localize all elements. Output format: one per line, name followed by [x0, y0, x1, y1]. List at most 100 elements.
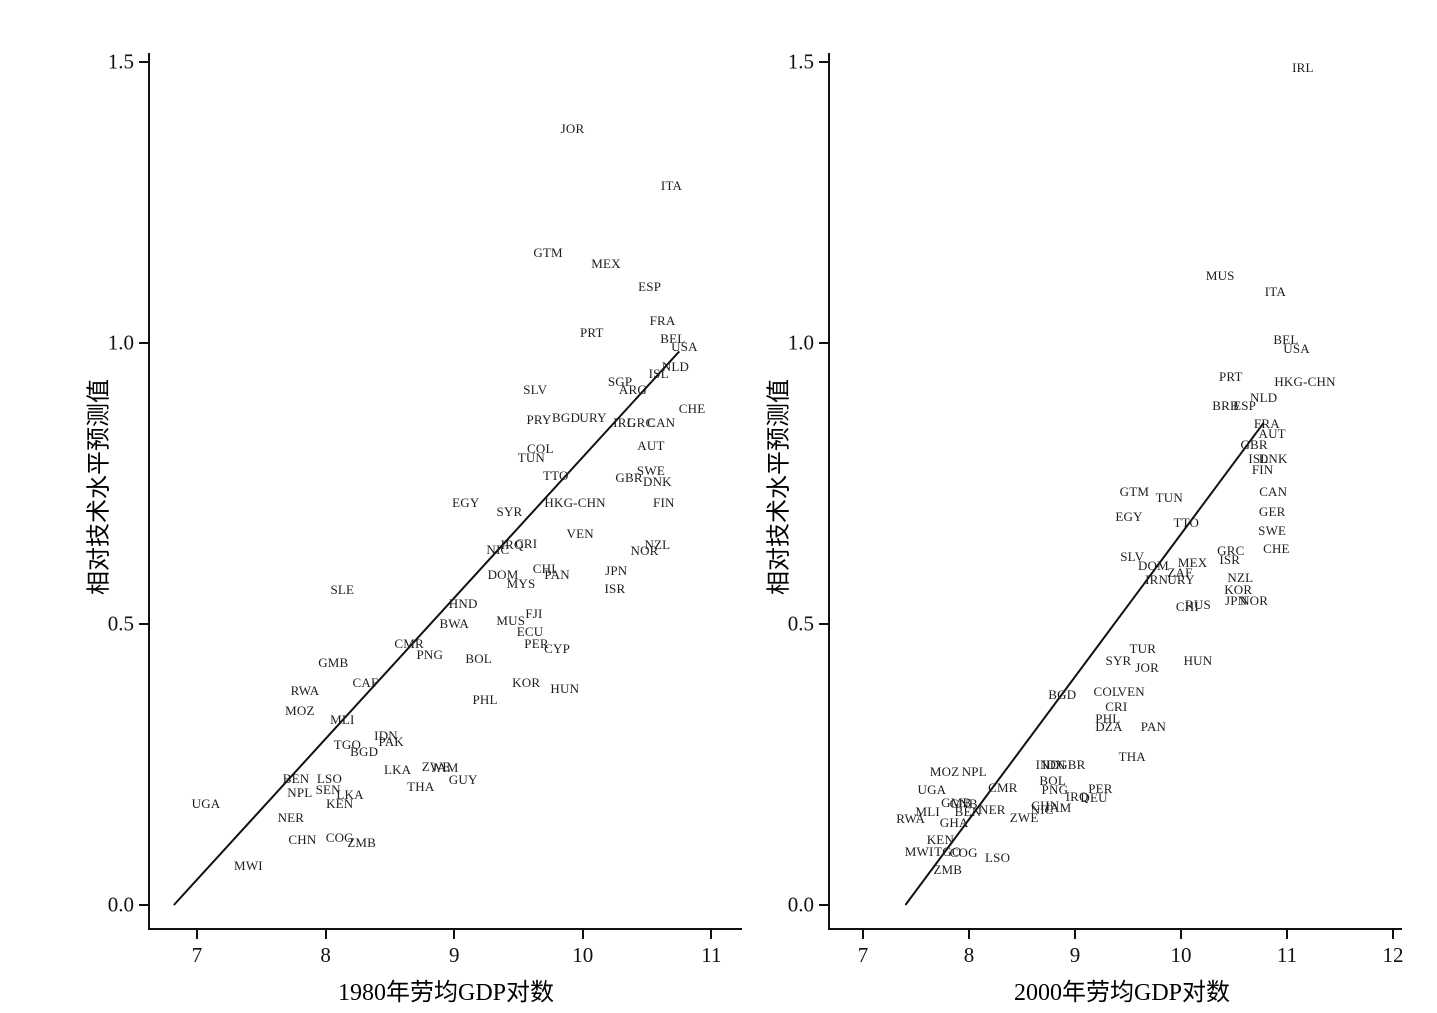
point-dom: DOM: [1137, 558, 1169, 574]
y-tick-left-panel: [139, 61, 148, 63]
point-lka: LKA: [383, 762, 412, 778]
point-slv: SLV: [1120, 548, 1145, 564]
x-tick-right-panel: [1074, 930, 1076, 939]
point-uga: UGA: [191, 795, 221, 811]
point-isr: ISR: [1219, 551, 1241, 567]
point-egy: EGY: [1115, 509, 1143, 525]
point-dnk: DNK: [1258, 451, 1288, 467]
point-mwi: MWI: [234, 857, 263, 873]
point-ven: VEN: [1117, 684, 1145, 699]
point-cmr: CMR: [394, 635, 424, 651]
point-bel: BEL: [1273, 332, 1299, 348]
y-tick-right-panel: [819, 61, 828, 63]
point-tun: TUN: [1155, 490, 1183, 506]
point-jor: JOR: [560, 121, 585, 137]
x-tick-label-right-panel: 7: [857, 943, 869, 967]
point-bol: BOL: [1039, 773, 1067, 789]
y-tick-right-panel: [819, 342, 828, 344]
x-tick-label-left-panel: 8: [320, 943, 331, 967]
point-mus: MUS: [1205, 267, 1235, 283]
point-isl: ISL: [648, 366, 669, 382]
point-dza: DZA: [1095, 718, 1123, 734]
point-dom: DOM: [487, 566, 519, 582]
point-cmr: CMR: [988, 780, 1018, 796]
y-tick-left-panel: [139, 342, 148, 344]
point-bol: BOL: [465, 651, 492, 667]
point-gnb: GNB: [949, 795, 978, 811]
x-tick-right-panel: [1286, 930, 1288, 939]
point-prt: PRT: [579, 325, 604, 341]
point-tto: TTO: [542, 468, 569, 484]
point-isr: ISR: [604, 580, 626, 596]
point-tha: THA: [1118, 749, 1146, 765]
x-tick-label-right-panel: 10: [1170, 943, 1192, 967]
point-nzl: NZL: [1227, 569, 1254, 585]
point-bgd: BGD: [1048, 686, 1077, 702]
y-tick-label-left-panel: 0.5: [107, 611, 134, 636]
point-guy: GUY: [448, 771, 478, 787]
point-hun: HUN: [550, 680, 580, 696]
point-swe: SWE: [636, 463, 665, 479]
point-ben: BEN: [282, 770, 310, 786]
trend-line-right-panel: [904, 422, 1265, 906]
point-zaf: ZAF: [1167, 564, 1193, 580]
point-usa: USA: [671, 338, 698, 354]
point-pak: PAK: [378, 734, 404, 750]
point-chi: CHI: [532, 560, 556, 576]
point-tgo: TGO: [333, 736, 362, 752]
point-fin: FIN: [1251, 462, 1274, 477]
point-caf: CAF: [352, 675, 379, 690]
point-cog: COG: [949, 845, 978, 861]
x-tick-left-panel: [324, 930, 327, 939]
point-ben: BEN: [954, 804, 982, 820]
point-nor: NOR: [630, 542, 659, 558]
point-jam: JAM: [1044, 800, 1072, 816]
y-tick-label-left-panel: 1.0: [107, 330, 134, 355]
point-ind: IND: [1035, 756, 1060, 772]
point-nic: NIC: [486, 541, 510, 557]
point-png: PNG: [1041, 781, 1069, 797]
point-bgd: BGD: [552, 410, 581, 426]
point-npl: NPL: [287, 784, 313, 800]
point-phl: PHL: [1095, 710, 1121, 726]
point-gtm: GTM: [1119, 483, 1150, 499]
point-hun: HUN: [1183, 653, 1213, 669]
x-tick-right-panel: [1180, 930, 1182, 939]
x-tick-left-panel: [581, 930, 584, 939]
point-nzl: NZL: [644, 537, 671, 553]
point-pan: PAN: [1140, 718, 1167, 734]
point-lso: LSO: [316, 770, 343, 786]
point-gmb: GMB: [318, 655, 349, 671]
x-tick-label-right-panel: 11: [1276, 943, 1298, 967]
point-bwa: BWA: [439, 616, 469, 631]
point-che: CHE: [678, 400, 706, 416]
point-hkg-chn: HKG-CHN: [1274, 374, 1336, 390]
point-nld: NLD: [1250, 389, 1278, 405]
point-kor: KOR: [512, 675, 541, 690]
point-esp: ESP: [638, 278, 662, 294]
point-slv: SLV: [523, 381, 548, 397]
point-ner: NER: [979, 802, 1006, 818]
point-mex: MEX: [591, 256, 621, 272]
point-gbr: GBR: [1240, 437, 1268, 453]
x-tick-left-panel: [196, 930, 198, 939]
x-tick-label-left-panel: 9: [448, 943, 460, 967]
point-lso: LSO: [985, 849, 1011, 865]
point-bel: BEL: [660, 331, 686, 347]
point-esp: ESP: [1233, 397, 1257, 413]
point-hnd: HND: [448, 596, 478, 612]
point-tha: THA: [407, 778, 435, 794]
point-fin: FIN: [653, 495, 675, 511]
point-isl: ISL: [1248, 451, 1269, 467]
y-axis-right-panel: [828, 53, 831, 930]
y-tick-label-left-panel: 1.5: [107, 49, 134, 74]
y-axis-left-panel: [148, 53, 151, 930]
point-fra: FRA: [1253, 416, 1280, 432]
point-ury: URY: [1167, 572, 1195, 588]
point-mus: MUS: [496, 613, 526, 629]
x-tick-label-left-panel: 7: [191, 943, 203, 967]
point-mli: MLI: [915, 804, 940, 820]
point-jpn: JPN: [605, 562, 628, 578]
point-gtm: GTM: [533, 245, 563, 261]
